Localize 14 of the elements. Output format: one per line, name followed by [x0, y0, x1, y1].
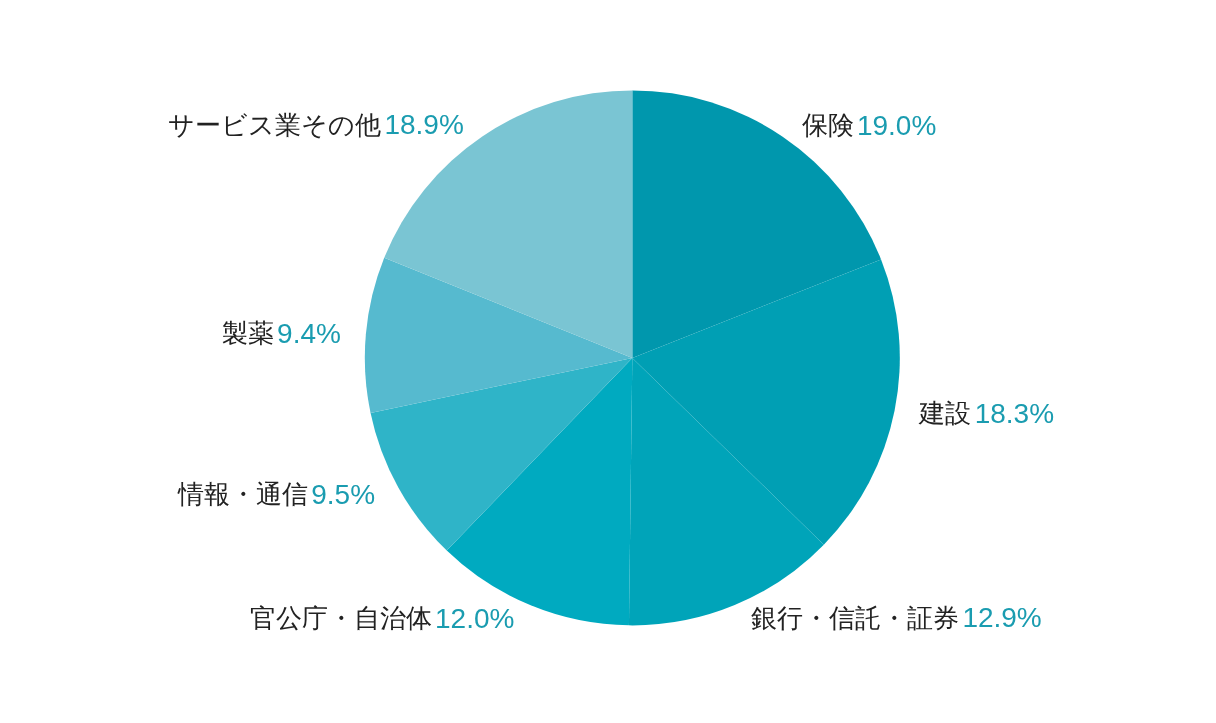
data-label: 12.0%: [435, 602, 515, 634]
data-label: 18.3%: [974, 397, 1055, 429]
data-label: 9.4%: [277, 317, 341, 349]
data-label: 9.5%: [311, 478, 376, 510]
slice-label: 製薬: [221, 318, 274, 349]
slice-label: 保険: [801, 110, 854, 141]
data-label: 18.9%: [384, 109, 464, 141]
slice-label: 建設: [918, 398, 972, 429]
slice-label: 情報・通信: [176, 479, 308, 510]
slice-label: 官公庁・自治体: [249, 603, 432, 634]
slice-label: サービス業その他: [168, 109, 382, 140]
slice-label: 銀行・信託・証券: [751, 602, 960, 633]
data-label: 12.9%: [962, 602, 1042, 634]
data-label: 19.0%: [856, 109, 937, 141]
